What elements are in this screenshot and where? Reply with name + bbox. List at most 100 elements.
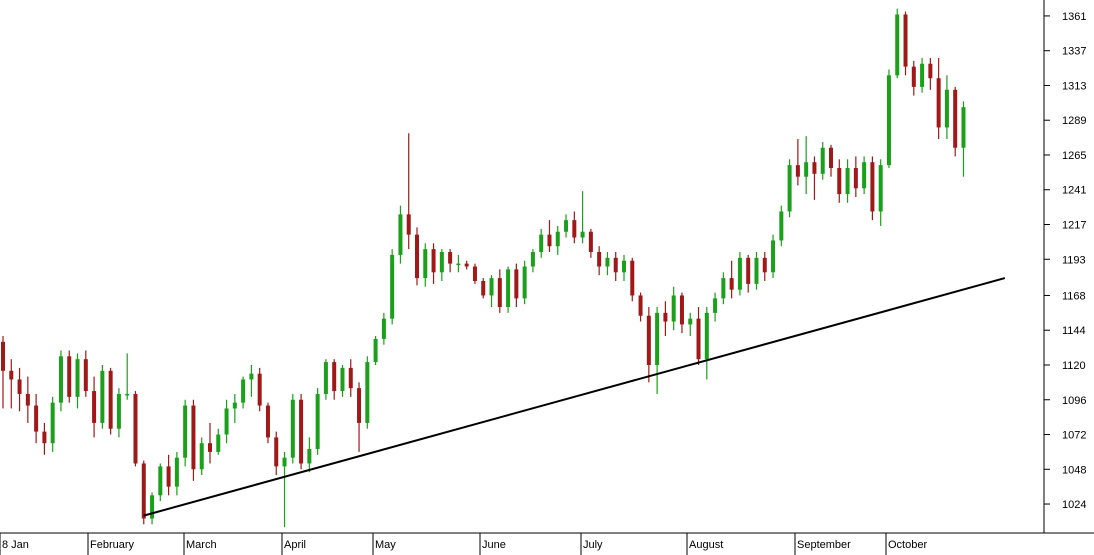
candle-body [448,252,453,264]
y-tick-label: 1193 [1062,254,1086,266]
candle [125,353,130,400]
candle [315,388,320,455]
candle [704,307,709,380]
candle [448,249,453,273]
y-tick-label: 1361 [1062,11,1086,23]
candle-body [464,263,469,267]
candle [58,350,63,412]
candle-body [953,89,958,148]
candle-body [9,370,14,380]
candle-body [762,257,767,273]
candle [936,57,941,140]
candle-body [771,240,776,273]
candle [530,249,535,273]
candle-body [845,168,850,195]
candle [92,376,97,438]
candle [357,382,362,452]
candle [133,391,138,467]
candle [415,227,419,286]
candle-body [522,266,527,299]
candle [439,249,444,281]
candle [696,307,701,365]
candle-body [25,393,30,406]
candle-body [307,448,312,464]
candle-body [415,234,419,279]
candle [886,69,891,169]
candle-body [125,393,130,396]
candle-body [481,280,486,296]
candle [307,437,312,473]
candle-body [795,165,800,177]
axes-group [0,0,1094,534]
candle-body [174,457,179,487]
candle [100,364,105,429]
candle-body [216,434,221,452]
candle [721,272,726,305]
candle [895,8,900,79]
y-axis-ticks: 1024 1048 1072 1096 1120 1144 1168 1193 1217 1241… [1044,11,1086,511]
candle-body [232,402,237,409]
candle [862,156,867,195]
candle-body [456,263,461,266]
candle-body [224,408,229,435]
candle-body [853,168,858,189]
candle-body [199,443,204,470]
candle-body [241,379,246,403]
candle-body [671,295,676,322]
candle-body [290,399,295,458]
month-label: June [482,539,506,551]
candle-body [622,260,626,273]
candle-body [920,63,925,87]
candle [249,364,254,397]
candle [588,228,593,258]
candle-body [423,249,428,279]
candle-body [812,162,817,174]
candle-body [961,107,966,148]
candle-body [746,257,751,284]
y-tick-label: 1096 [1062,395,1086,407]
candle [50,396,55,452]
candle [787,159,792,218]
candle [224,399,229,444]
candle [241,376,246,409]
candle-body [381,318,386,339]
candle [555,225,560,255]
candle [381,312,386,345]
y-tick-label: 1241 [1062,185,1086,197]
candle-body [539,234,544,253]
candle [166,454,171,496]
candle-body [605,257,610,267]
candle [920,57,925,93]
candle [9,359,14,409]
candle-body [886,75,891,166]
month-label: October [888,539,927,551]
candle [547,220,552,253]
candle-body [439,252,444,273]
candle [323,359,328,400]
candle [944,75,949,140]
candle-body [390,254,395,319]
candle-body [299,399,304,464]
candle-body [787,165,792,212]
candle [42,422,47,455]
candle-body [638,295,643,316]
candle [332,359,337,400]
candle-body [249,373,254,380]
candle-body [878,165,883,212]
candle [257,367,262,412]
candle [870,156,875,221]
candle [663,301,668,337]
candle [1,336,5,409]
candle-body [489,278,494,296]
candle-body [688,318,693,325]
candle [804,136,809,195]
candle [108,367,113,435]
candle [274,431,279,476]
x-axis-month-labels: 8 Jan February March April May June July August… [0,533,927,555]
candle [655,307,660,394]
candle [398,205,403,264]
month-label: 8 Jan [2,539,29,551]
candle [622,254,626,281]
candle [911,60,916,96]
y-tick-label: 1313 [1062,80,1086,92]
